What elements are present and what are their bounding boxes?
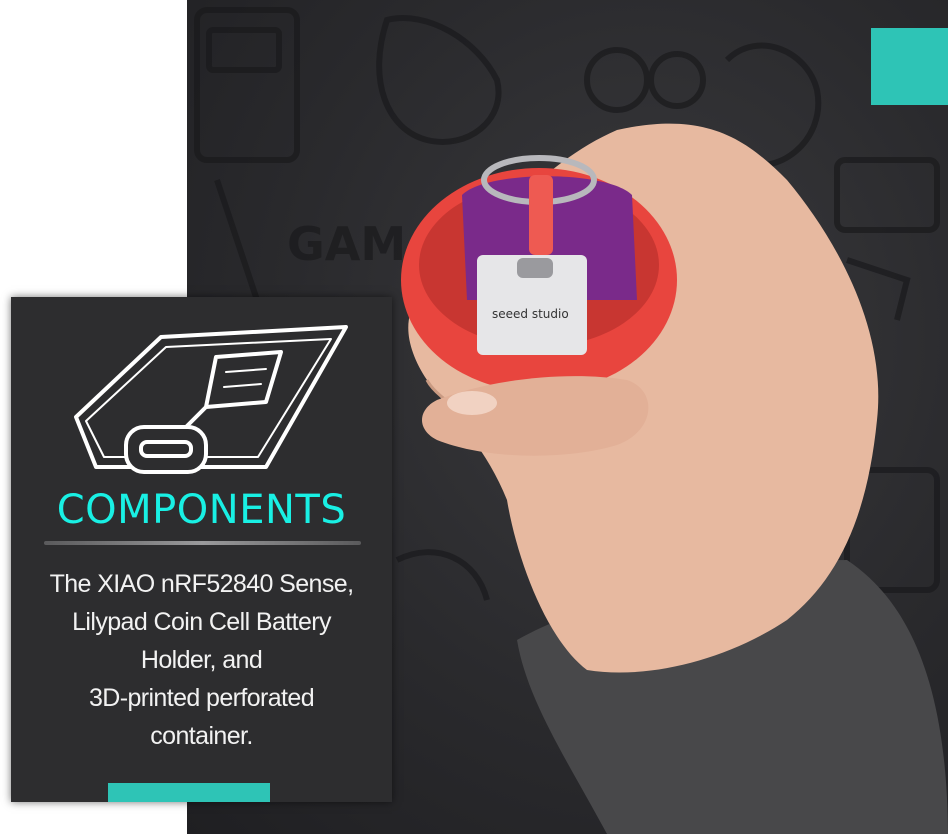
components-card: COMPONENTS The XIAO nRF52840 Sense, Lily… <box>11 297 392 802</box>
card-description: The XIAO nRF52840 Sense, Lilypad Coin Ce… <box>49 570 354 750</box>
card-title: COMPONENTS <box>56 487 347 533</box>
accent-square <box>871 28 948 105</box>
svg-text:seeed studio: seeed studio <box>492 307 569 321</box>
svg-text:GAM: GAM <box>287 217 406 271</box>
card-accent-bar <box>108 783 270 802</box>
title-divider <box>44 541 361 545</box>
circuit-board-sketch-icon <box>74 325 348 474</box>
product-photo: GAM seeed studio <box>187 0 948 834</box>
